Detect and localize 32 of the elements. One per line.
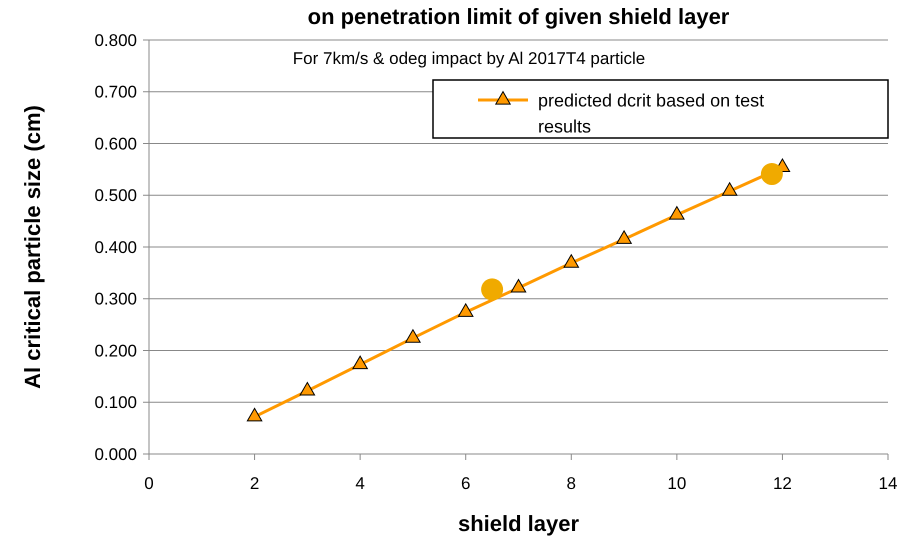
point — [616, 230, 632, 244]
x-tick-label: 6 — [460, 474, 470, 493]
point — [458, 303, 474, 317]
y-tick-label: 0.000 — [94, 444, 137, 464]
x-tick-label: 0 — [144, 474, 154, 493]
point — [510, 279, 526, 293]
x-tick-label: 2 — [250, 474, 260, 493]
x-tick-label: 10 — [667, 474, 686, 493]
legend-label: predicted dcrit based on test results — [538, 90, 764, 136]
point — [300, 382, 316, 396]
text: For 7km/s & odeg impact by Al 2017T4 particle — [292, 49, 646, 68]
x-tick-label: 12 — [772, 474, 792, 493]
y-tick-label: 0.800 — [94, 30, 137, 50]
y-tick-label: 0.500 — [94, 186, 137, 206]
x-axis-title: shield layer — [458, 511, 580, 536]
chart-title: on penetration limit of given shield layer — [308, 4, 730, 29]
y-tick-label: 0.100 — [94, 393, 137, 412]
point — [564, 254, 579, 268]
y-axis-title: Al critical particle size (cm) — [20, 105, 45, 389]
y-tick-label: 0.700 — [94, 82, 137, 102]
y-tick-label: 0.400 — [94, 238, 137, 257]
x-tick-label: 8 — [566, 474, 576, 493]
point — [352, 356, 368, 370]
x-tick-label: 4 — [355, 474, 365, 493]
y-tick-label: 0.300 — [94, 290, 137, 309]
point — [405, 329, 421, 343]
x-tick-label: 14 — [878, 474, 898, 493]
point — [722, 182, 738, 196]
y-tick-label: 0.600 — [94, 134, 137, 154]
point — [246, 408, 262, 422]
y-tick-label: 0.200 — [94, 341, 137, 360]
point — [669, 206, 685, 220]
